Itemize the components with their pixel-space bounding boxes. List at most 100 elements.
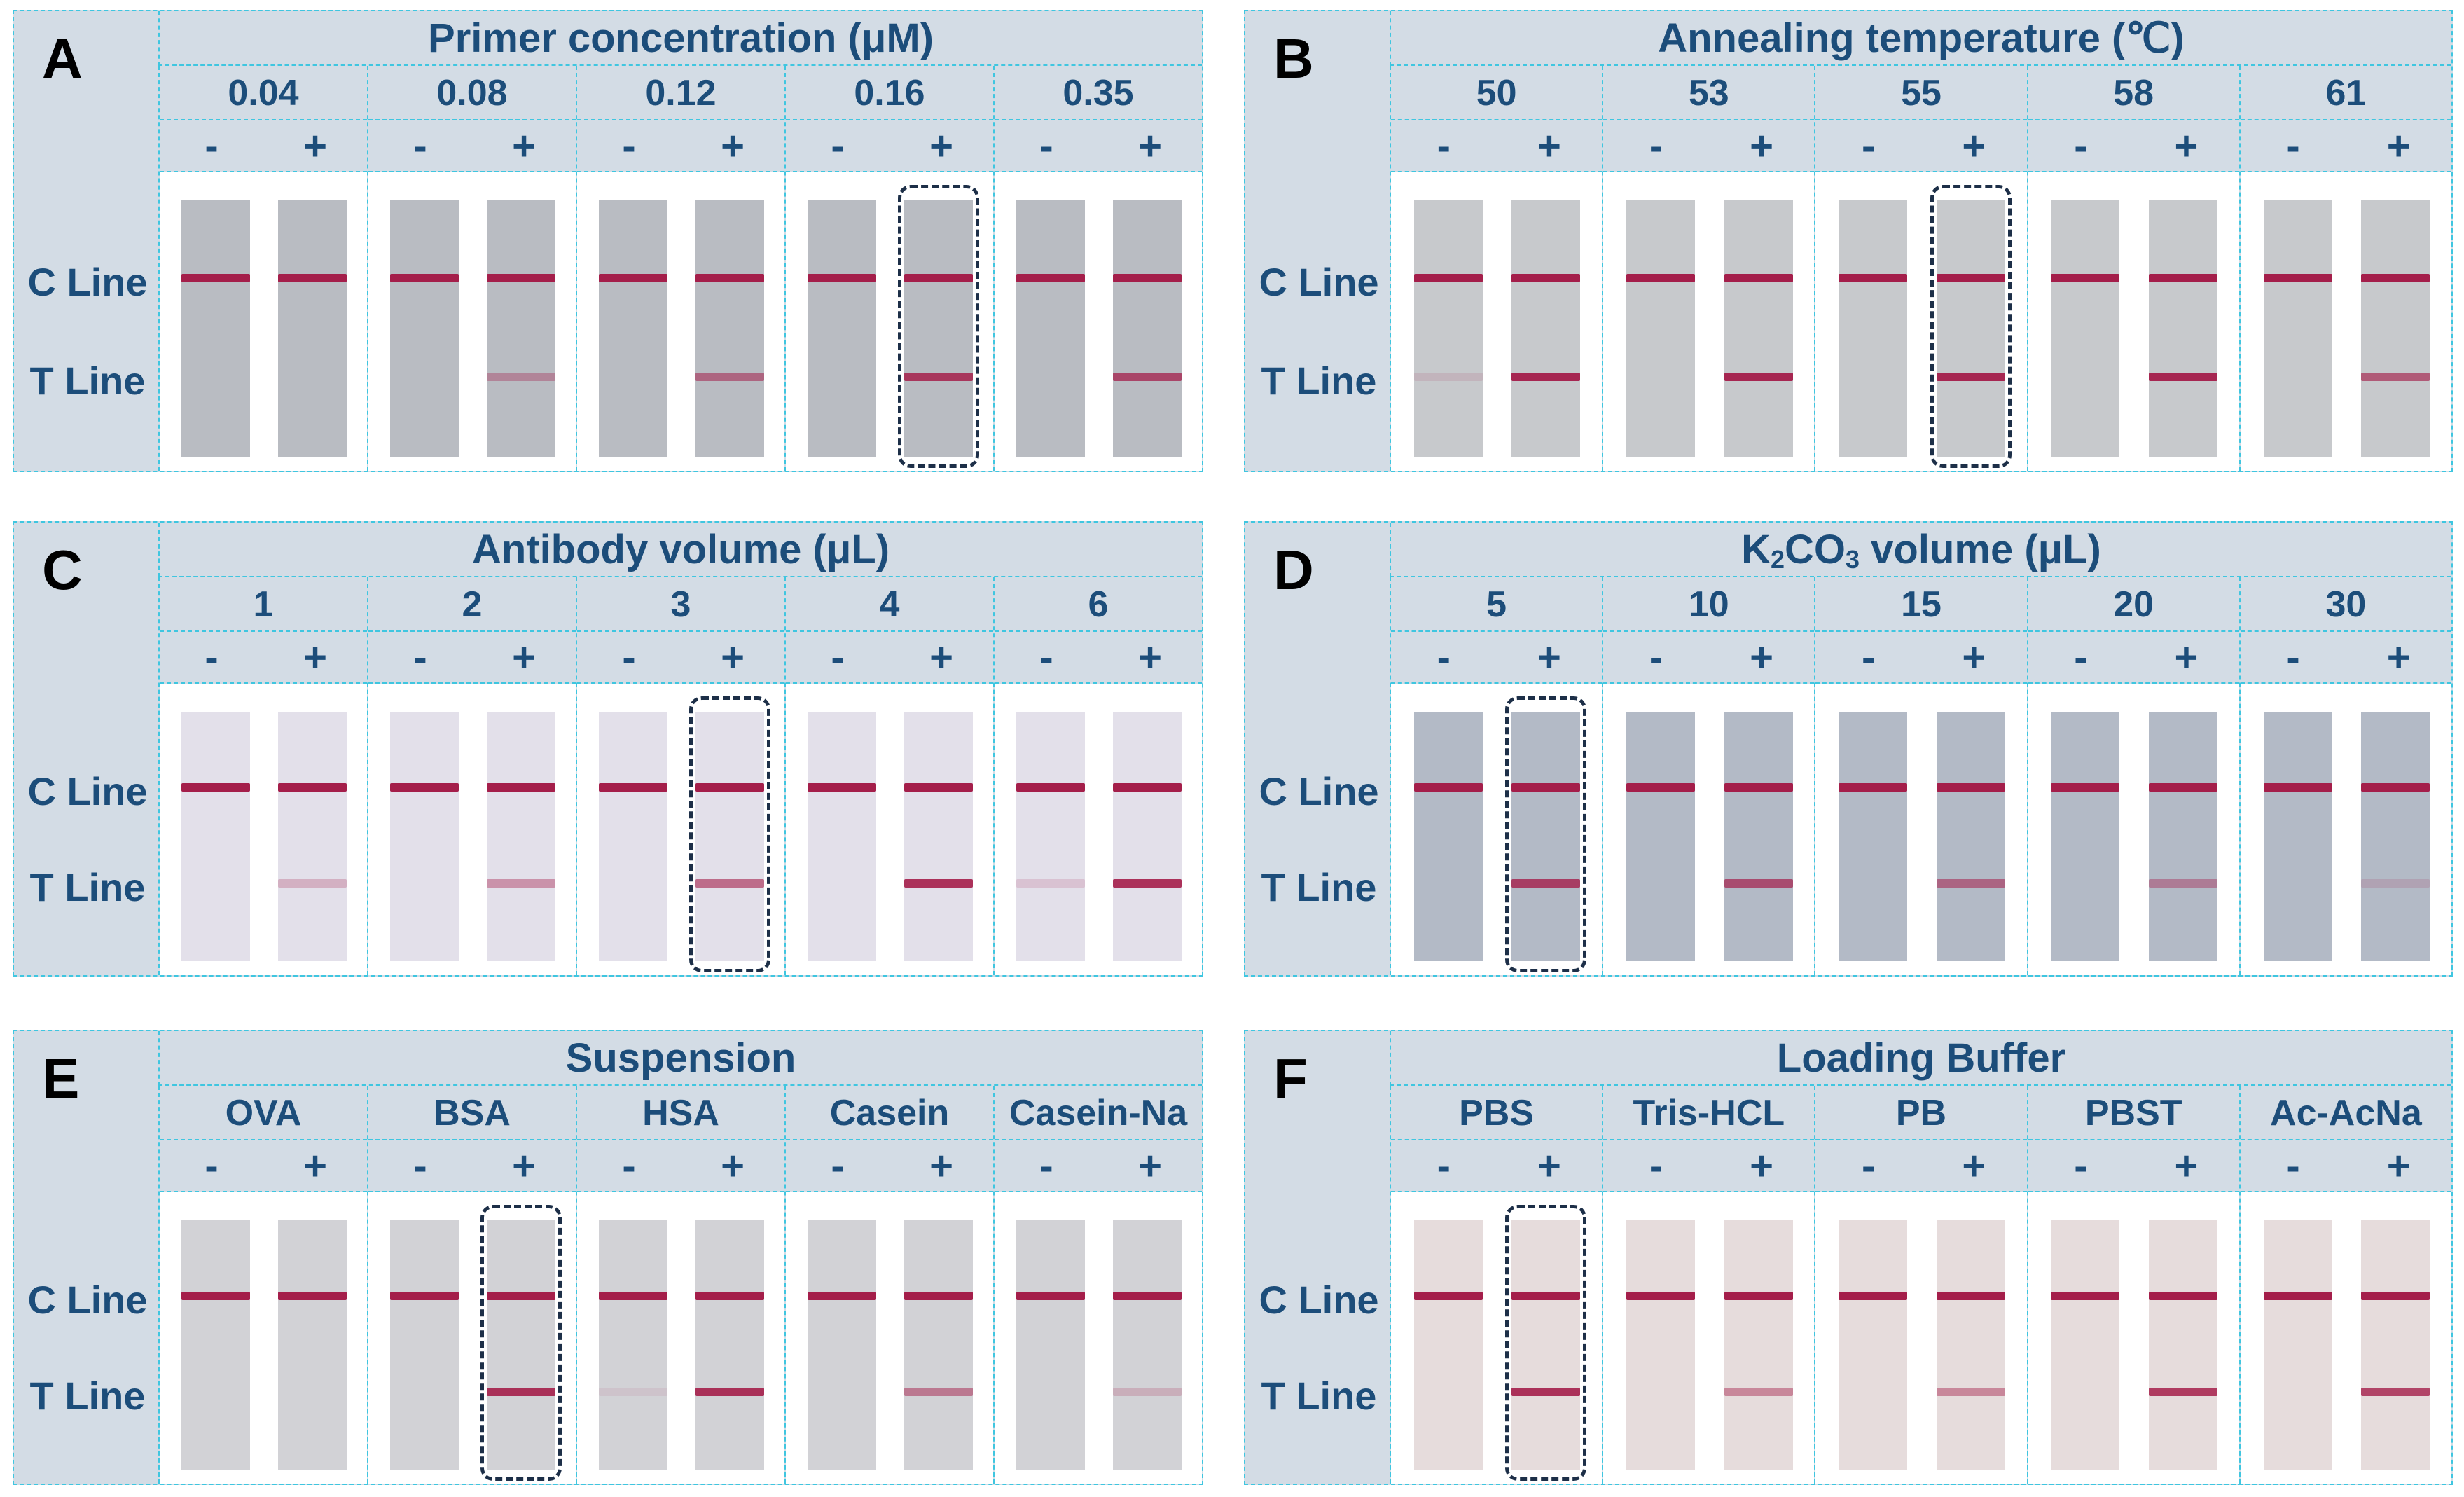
strip-area (160, 172, 367, 471)
c-line-label: C Line (1259, 1278, 1379, 1322)
c-line-band (695, 1292, 764, 1300)
panel-title: Suspension (158, 1031, 1202, 1086)
panel-letter: A (42, 27, 83, 90)
c-line-band (1016, 274, 1086, 282)
positive-sign: + (2174, 1143, 2199, 1189)
negative-sign: - (205, 1143, 219, 1189)
condition-label: 1 (160, 577, 367, 632)
condition-label: 15 (1815, 577, 2027, 632)
c-line-band (1626, 1292, 1696, 1300)
condition-label: 0.16 (786, 66, 993, 120)
positive-strip (277, 200, 347, 457)
positive-sign: + (1962, 1143, 1986, 1189)
panel-grid: Primer concentration (μM) 0.04- +0.08- +0.1… (158, 11, 1202, 471)
panel-title: Primer concentration (μM) (158, 11, 1202, 66)
positive-strip (486, 200, 555, 457)
condition-column: 0.04- + (158, 66, 367, 471)
c-line-band (181, 274, 251, 282)
strip-area (577, 172, 784, 471)
negative-sign: - (413, 123, 427, 169)
panel-title: Antibody volume (μL) (158, 523, 1202, 577)
optimal-condition-highlight (1505, 1205, 1587, 1481)
positive-strip (904, 200, 973, 457)
negative-sign: - (831, 635, 845, 680)
positive-strip (1936, 200, 2005, 457)
strip-area (995, 1192, 1202, 1484)
sign-row (577, 632, 784, 684)
t-line-label: T Line (1261, 1373, 1377, 1418)
sign-row (1603, 632, 1815, 684)
c-line-band (1112, 274, 1182, 282)
condition-column: 50- + (1390, 66, 1603, 471)
strip-area (1603, 684, 1815, 975)
c-line-band (1626, 783, 1696, 792)
sign-row (2240, 632, 2451, 684)
c-line-band (599, 783, 668, 792)
c-line-label: C Line (1259, 769, 1379, 813)
t-line-band (2361, 1387, 2430, 1396)
condition-column: PBS - + (1390, 1086, 1603, 1484)
c-line-band (486, 1292, 555, 1300)
negative-strip (1626, 712, 1696, 961)
positive-strip (277, 1220, 347, 1470)
c-line-band (1839, 783, 1908, 792)
panel-grid: Loading Buffer PBS - + Tris-HCL - + PB - + PBST - + A… (1390, 1031, 2451, 1484)
strip-area (2240, 172, 2451, 471)
t-line-band (1724, 878, 1793, 888)
panel-d: D K2CO3 volume (μL) 5- +10- +15- +20- +30- + C L… (1244, 521, 2453, 977)
condition-label: Casein-Na (995, 1086, 1202, 1140)
t-line-band (904, 878, 973, 888)
condition-label: 3 (577, 577, 784, 632)
c-line-band (599, 274, 668, 282)
c-line-band (1724, 1292, 1793, 1300)
condition-label: HSA (577, 1086, 784, 1140)
sign-row (160, 120, 367, 172)
negative-sign: - (1649, 123, 1663, 169)
negative-sign: - (1437, 635, 1451, 680)
c-line-band (2361, 274, 2430, 282)
condition-label: 0.35 (995, 66, 1202, 120)
negative-sign: - (1649, 635, 1663, 680)
condition-column: 10- + (1602, 577, 1815, 975)
condition-column: 4- + (784, 577, 993, 975)
title-part: K (1741, 527, 1771, 572)
negative-strip (1626, 200, 1696, 457)
negative-sign: - (2286, 1143, 2300, 1189)
sign-row (1391, 120, 1603, 172)
strip-area (1391, 172, 1603, 471)
c-line-band (181, 1292, 251, 1300)
positive-strip (1112, 1220, 1182, 1470)
strip-area (368, 684, 576, 975)
positive-sign: + (929, 635, 953, 680)
positive-sign: + (1138, 1143, 1162, 1189)
condition-label: Ac-AcNa (2240, 1086, 2451, 1140)
t-line-band (486, 372, 555, 381)
negative-sign: - (1039, 1143, 1053, 1189)
t-line-band (2361, 878, 2430, 888)
positive-sign: + (303, 635, 327, 680)
t-line-band (277, 878, 347, 888)
t-line-label: T Line (1261, 358, 1377, 403)
negative-sign: - (413, 1143, 427, 1189)
sign-row (995, 1140, 1202, 1192)
strip-area (577, 1192, 784, 1484)
t-line-label: T Line (29, 864, 146, 909)
condition-label: 0.04 (160, 66, 367, 120)
positive-strip (904, 712, 973, 961)
positive-strip (1511, 1220, 1581, 1470)
negative-sign: - (1862, 1143, 1876, 1189)
negative-strip (599, 712, 668, 961)
negative-strip (181, 1220, 251, 1470)
c-line-band (390, 783, 459, 792)
strip-area (2028, 172, 2239, 471)
t-line-band (486, 1387, 555, 1396)
strip-area (1815, 172, 2027, 471)
negative-sign: - (1039, 123, 1053, 169)
t-line-band (2148, 372, 2217, 381)
positive-sign: + (303, 1143, 327, 1189)
condition-column: 20- + (2026, 577, 2239, 975)
strip-area (160, 1192, 367, 1484)
t-line-band (599, 1387, 668, 1396)
c-line-label: C Line (27, 260, 148, 304)
condition-label: 20 (2028, 577, 2239, 632)
